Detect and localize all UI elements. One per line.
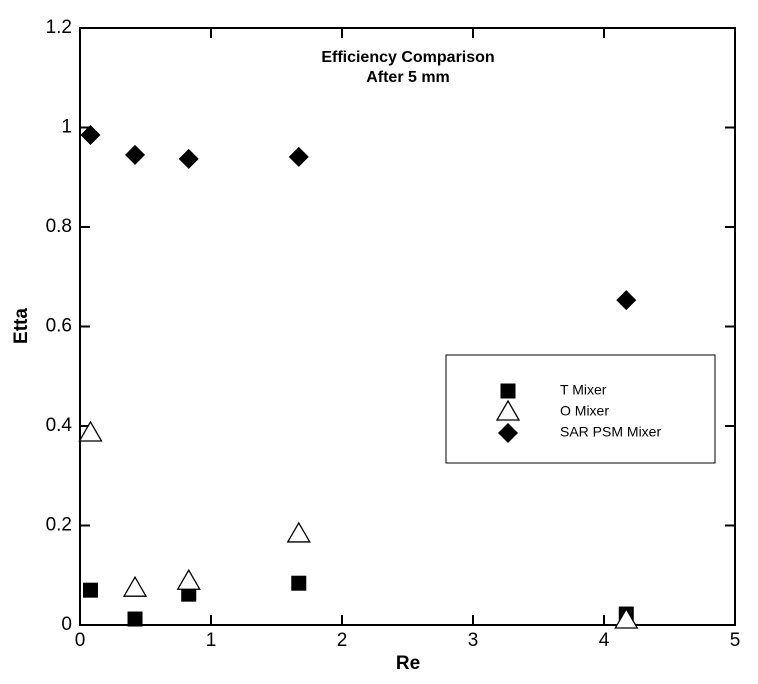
x-tick-label: 0 bbox=[75, 630, 86, 651]
legend-marker bbox=[498, 423, 518, 443]
y-axis-label: Etta bbox=[11, 308, 32, 344]
chart-title: Efficiency Comparison bbox=[321, 49, 494, 66]
y-tick-label: 0 bbox=[61, 614, 72, 635]
legend-label: SAR PSM Mixer bbox=[560, 424, 661, 440]
y-tick-label: 0.4 bbox=[46, 415, 73, 436]
point bbox=[127, 611, 143, 627]
legend-label: T Mixer bbox=[560, 382, 607, 398]
y-tick-label: 1 bbox=[61, 117, 72, 138]
point bbox=[78, 420, 103, 442]
point bbox=[82, 582, 98, 598]
point bbox=[181, 586, 197, 602]
chart-subtitle: After 5 mm bbox=[366, 69, 450, 86]
y-tick-label: 0.6 bbox=[46, 316, 72, 337]
point bbox=[80, 124, 101, 145]
point bbox=[122, 575, 148, 597]
legend-label: O Mixer bbox=[560, 403, 609, 419]
plot-frame bbox=[79, 27, 736, 626]
y-tick-label: 0.8 bbox=[46, 216, 72, 237]
legend-marker bbox=[500, 383, 516, 399]
x-tick-label: 5 bbox=[730, 630, 741, 651]
point bbox=[286, 521, 311, 543]
point bbox=[288, 146, 309, 167]
x-axis-label: Re bbox=[396, 653, 420, 674]
x-tick-label: 3 bbox=[468, 630, 479, 651]
point bbox=[291, 575, 307, 591]
y-tick-label: 1.2 bbox=[46, 17, 72, 38]
point bbox=[178, 148, 199, 169]
point bbox=[614, 607, 639, 629]
y-tick-label: 0.2 bbox=[46, 515, 72, 536]
point bbox=[616, 290, 637, 311]
x-tick-label: 1 bbox=[206, 630, 217, 651]
x-tick-label: 2 bbox=[337, 630, 348, 651]
x-tick-label: 4 bbox=[599, 630, 610, 651]
point bbox=[176, 568, 201, 590]
legend-marker bbox=[495, 399, 521, 421]
point bbox=[125, 144, 146, 165]
legend-box bbox=[445, 354, 716, 464]
